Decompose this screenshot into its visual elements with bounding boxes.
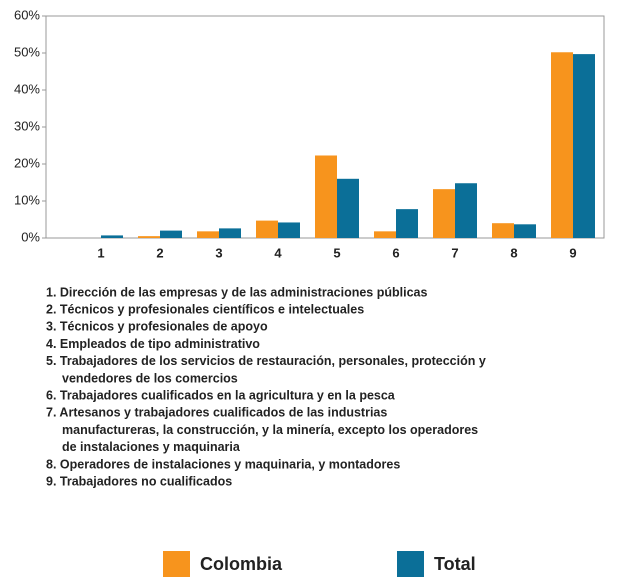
y-tick-label: 40% [14, 81, 40, 96]
bar [315, 155, 337, 238]
legend-swatch [397, 551, 424, 577]
bar [514, 224, 536, 238]
note: manufactureras, la construcción, y la mi… [62, 423, 478, 437]
bar [160, 230, 182, 238]
bar [573, 54, 595, 238]
note: 9. Trabajadores no cualificados [46, 474, 232, 488]
note: 6. Trabajadores cualificados en la agric… [46, 388, 396, 402]
legend-label: Colombia [200, 554, 283, 574]
x-tick-label: 9 [569, 245, 576, 260]
y-tick-label: 10% [14, 192, 40, 207]
y-tick-label: 0% [21, 229, 40, 244]
bar [278, 222, 300, 238]
x-tick-label: 8 [510, 245, 517, 260]
x-tick-label: 1 [97, 245, 104, 260]
bar [138, 236, 160, 238]
x-tick-label: 6 [392, 245, 399, 260]
bar [101, 235, 123, 238]
note: 1. Dirección de las empresas y de las ad… [46, 285, 427, 299]
note: 5. Trabajadores de los servicios de rest… [46, 354, 486, 368]
bar [433, 189, 455, 238]
note: 4. Empleados de tipo administrativo [46, 337, 260, 351]
y-tick-label: 50% [14, 44, 40, 59]
x-tick-label: 7 [451, 245, 458, 260]
y-tick-label: 20% [14, 155, 40, 170]
note: 8. Operadores de instalaciones y maquina… [46, 457, 400, 471]
x-tick-label: 4 [274, 245, 282, 260]
legend-swatch [163, 551, 190, 577]
x-tick-label: 5 [333, 245, 340, 260]
note: 2. Técnicos y profesionales científicos … [46, 302, 364, 316]
bar [396, 209, 418, 238]
bar [455, 183, 477, 238]
note: 7. Artesanos y trabajadores cualificados… [46, 406, 387, 420]
bar [256, 220, 278, 238]
bar [219, 228, 241, 238]
bar [337, 178, 359, 238]
bar [492, 223, 514, 238]
bar [551, 52, 573, 239]
y-tick-label: 60% [14, 7, 40, 22]
bar [197, 231, 219, 238]
note: de instalaciones y maquinaria [62, 440, 241, 454]
note: vendedores de los comercios [62, 371, 238, 385]
y-tick-label: 30% [14, 118, 40, 133]
legend-label: Total [434, 554, 476, 574]
bar [374, 231, 396, 238]
x-tick-label: 3 [215, 245, 222, 260]
x-tick-label: 2 [156, 245, 163, 260]
note: 3. Técnicos y profesionales de apoyo [46, 320, 268, 334]
